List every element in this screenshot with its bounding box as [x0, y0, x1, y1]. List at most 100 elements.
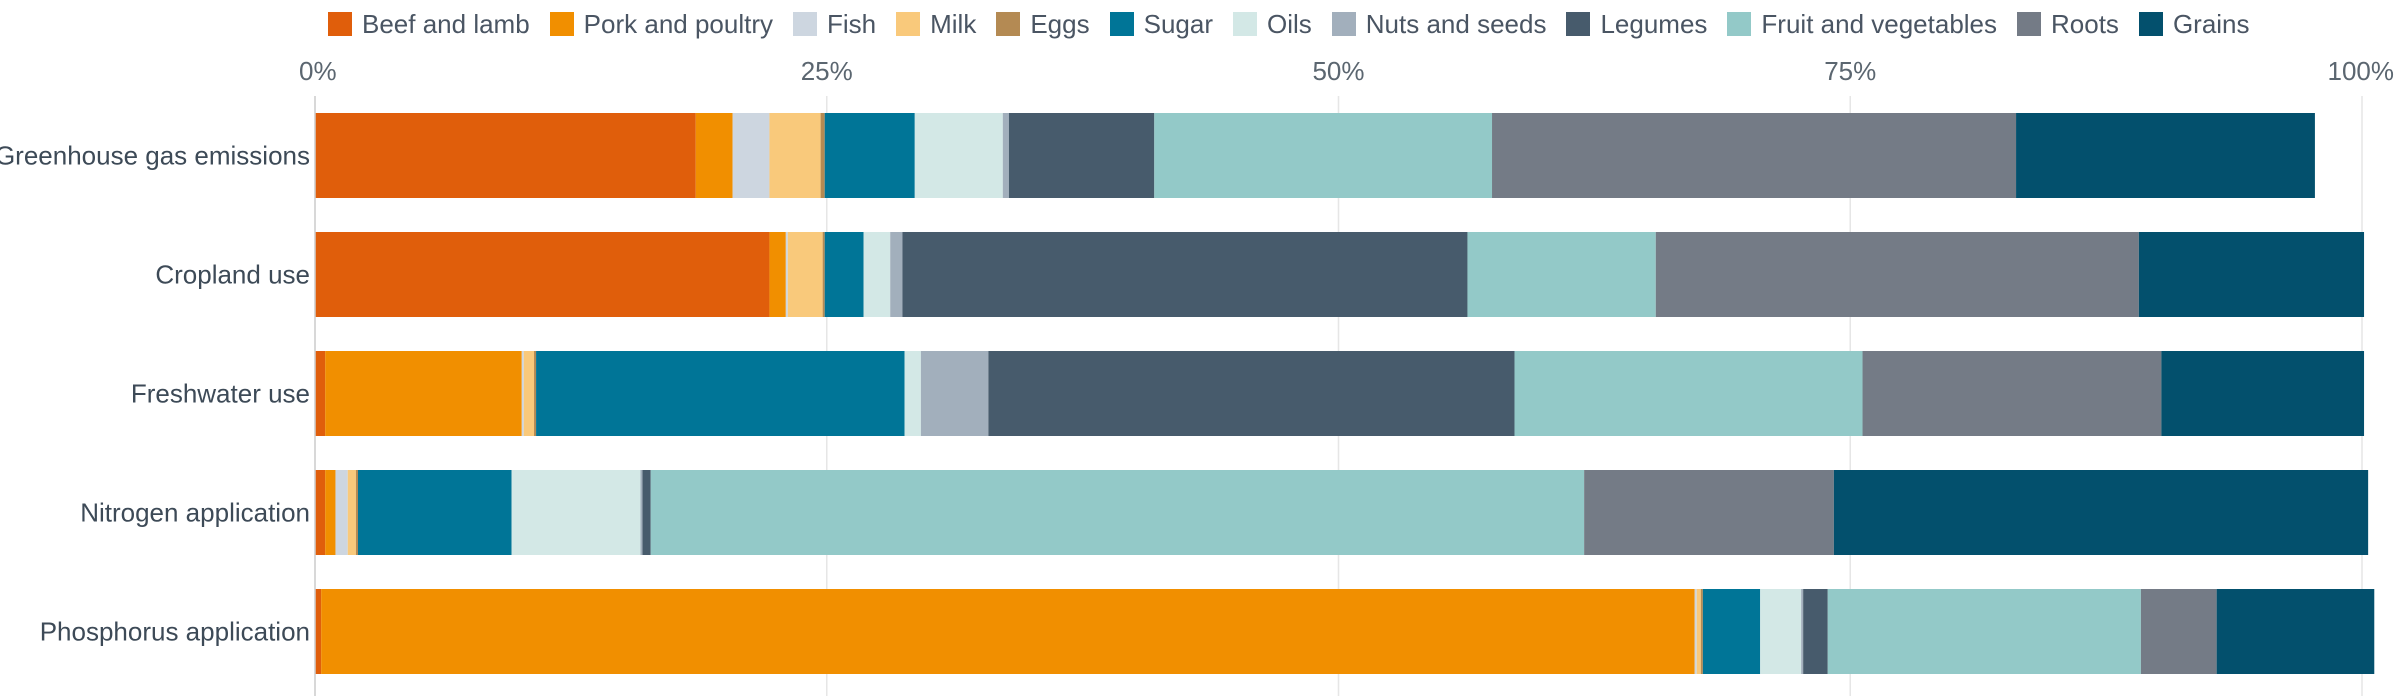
bar-segment-grains: [1833, 470, 2369, 555]
bar-segment-pork-and-poultry: [325, 351, 522, 436]
legend-label: Grains: [2172, 8, 2250, 39]
legend-swatch: [793, 12, 817, 36]
bar-segment-milk: [787, 232, 823, 317]
x-tick-label: 75%: [1824, 56, 1876, 86]
bar-segment-fish: [335, 470, 348, 555]
bar-segment-milk: [769, 113, 821, 198]
legend-label: Roots: [2051, 8, 2119, 39]
bar-segment-fruit-and-vegetables: [650, 470, 1585, 555]
legend-item-grains[interactable]: Grains: [2138, 8, 2250, 40]
bar-segment-oils: [914, 113, 1003, 198]
legend-item-legumes[interactable]: Legumes: [1566, 9, 1707, 40]
bar-segment-nuts-and-seeds: [640, 470, 643, 555]
bar-segment-fish: [521, 351, 524, 436]
legend-item-eggs[interactable]: Eggs: [996, 8, 1090, 40]
legend-label: Pork and poultry: [583, 8, 773, 39]
bar-segment-beef-and-lamb: [315, 232, 770, 317]
bar-segment-legumes: [642, 470, 651, 555]
bar-segment-nuts-and-seeds: [920, 351, 989, 436]
x-tick-label: 0%: [299, 56, 337, 86]
bar-segment-pork-and-poultry: [325, 470, 336, 555]
category-label: Nitrogen application: [80, 498, 310, 528]
legend-label: Sugar: [1143, 8, 1213, 39]
legend-swatch: [2138, 12, 2163, 36]
bar-segment-legumes: [1803, 589, 1828, 674]
legend-item-nuts-and-seeds[interactable]: Nuts and seeds: [1331, 8, 1547, 40]
bar-segment-legumes: [988, 351, 1515, 436]
bar-segment-fish: [785, 232, 788, 317]
legend-label: Fish: [827, 8, 877, 39]
legend-item-oils[interactable]: Oils: [1233, 9, 1312, 40]
legend-item-fruit-and-vegetables[interactable]: Fruit and vegetables: [1727, 9, 1997, 40]
legend-item-fish[interactable]: Fish: [793, 9, 876, 40]
legend-item-milk[interactable]: Milk: [896, 9, 976, 40]
legend-label: Fruit and vegetables: [1761, 8, 1998, 39]
bar-segment-milk: [523, 351, 535, 436]
legend-label: Nuts and seeds: [1365, 8, 1547, 39]
legend-swatch: [1109, 12, 1134, 36]
bar-segment-oils: [904, 351, 921, 436]
bar-segment-pork-and-poultry: [769, 232, 786, 317]
bar-segment-nuts-and-seeds: [1002, 113, 1009, 198]
legend-swatch: [1331, 12, 1356, 36]
bar-segment-sugar: [536, 351, 905, 436]
bar-segment-grains: [2161, 351, 2365, 436]
bar-segment-nuts-and-seeds: [1801, 589, 1804, 674]
bar-segment-legumes: [902, 232, 1468, 317]
legend-label: Beef and lamb: [362, 8, 530, 39]
legend-swatch: [1727, 12, 1752, 36]
bar-segment-roots: [1655, 232, 2139, 317]
bar-segment-roots: [1862, 351, 2162, 436]
bar-segment-sugar: [1702, 589, 1761, 674]
bar-segment-roots: [1584, 470, 1834, 555]
bar-segment-eggs: [1700, 589, 1703, 674]
bar-segment-roots: [1492, 113, 2017, 198]
category-label: Phosphorus application: [40, 617, 310, 647]
bar-segment-grains: [2016, 113, 2315, 198]
bar-segment-milk: [1696, 589, 1701, 674]
x-tick-label: 50%: [1312, 56, 1364, 86]
bar-segment-grains: [2216, 589, 2375, 674]
bar-segment-eggs: [534, 351, 537, 436]
bar-segment-fruit-and-vegetables: [1467, 232, 1656, 317]
legend-item-pork-and-poultry[interactable]: Pork and poultry: [549, 8, 773, 40]
bar-segment-fish: [1694, 589, 1697, 674]
category-label: Freshwater use: [131, 379, 310, 409]
bar-segment-grains: [2138, 232, 2365, 317]
legend-label: Legumes: [1600, 8, 1708, 39]
bar-segment-eggs: [355, 470, 358, 555]
legend: Beef and lamb Pork and poultry Fish Milk Egg…: [328, 4, 2250, 44]
legend-swatch: [328, 12, 352, 36]
legend-item-beef-and-lamb[interactable]: Beef and lamb: [328, 9, 530, 40]
legend-swatch: [1566, 12, 1591, 36]
bar-segment-nuts-and-seeds: [890, 232, 903, 317]
legend-swatch: [1233, 12, 1257, 36]
bar-segment-eggs: [822, 232, 825, 317]
legend-swatch: [996, 12, 1021, 36]
category-label: Greenhouse gas emissions: [0, 141, 310, 171]
bar-segment-sugar: [824, 113, 915, 198]
bar-segment-fruit-and-vegetables: [1827, 589, 2141, 674]
bar-segment-pork-and-poultry: [695, 113, 733, 198]
bar-segment-beef-and-lamb: [315, 113, 696, 198]
bar-segment-fruit-and-vegetables: [1514, 351, 1863, 436]
bar-segment-milk: [347, 470, 356, 555]
bar-segment-fish: [732, 113, 770, 198]
legend-label: Milk: [930, 8, 977, 39]
category-label: Cropland use: [155, 260, 310, 290]
x-tick-label: 100%: [2328, 56, 2395, 86]
bar-segment-fruit-and-vegetables: [1154, 113, 1493, 198]
bar-segment-sugar: [357, 470, 512, 555]
bar-segment-oils: [863, 232, 891, 317]
legend-item-sugar[interactable]: Sugar: [1109, 8, 1213, 40]
bar-segment-roots: [2140, 589, 2217, 674]
bar-segment-oils: [1760, 589, 1802, 674]
legend-label: Eggs: [1030, 8, 1090, 39]
legend-item-roots[interactable]: Roots: [2017, 9, 2119, 40]
legend-swatch: [2017, 12, 2042, 36]
bar-segment-eggs: [820, 113, 825, 198]
legend-swatch: [896, 12, 921, 36]
bar-segment-sugar: [824, 232, 864, 317]
